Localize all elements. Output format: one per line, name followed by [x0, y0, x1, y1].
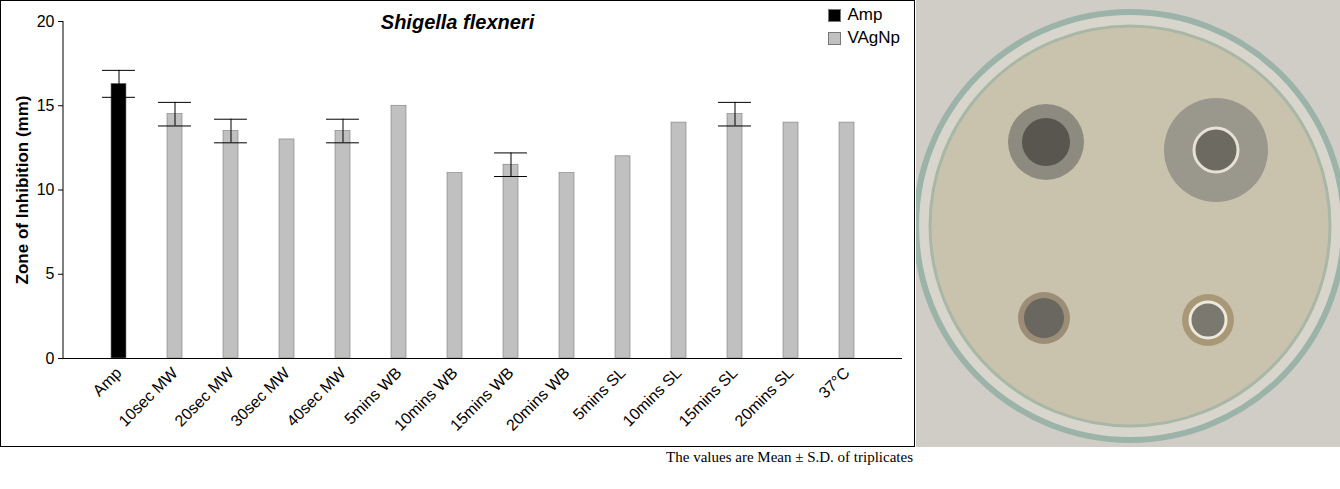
html-text:Shigella flexneri: Shigella flexneri	[380, 11, 535, 33]
svg-text:37°C: 37°C	[815, 364, 852, 401]
html-text:VAgNp: VAgNp	[847, 28, 900, 47]
svg-text:40sec MW: 40sec MW	[283, 363, 349, 429]
svg-text:20mins SL: 20mins SL	[731, 364, 797, 430]
svg-text:20mins WB: 20mins WB	[503, 364, 573, 434]
svg-text:20: 20	[37, 13, 55, 30]
svg-text:15mins WB: 15mins WB	[446, 364, 517, 434]
svg-text:10sec MW: 10sec MW	[115, 363, 181, 429]
svg-text:Zone of Inhibition (mm): Zone of Inhibition (mm)	[13, 96, 32, 285]
svg-text:20sec MW: 20sec MW	[171, 363, 237, 429]
html-text:Amp: Amp	[847, 5, 883, 24]
svg-text:15: 15	[37, 97, 55, 114]
svg-text:Amp: Amp	[89, 364, 124, 399]
svg-text:0: 0	[46, 350, 55, 367]
svg-text:5mins SL: 5mins SL	[570, 364, 629, 423]
svg-text:30sec MW: 30sec MW	[227, 363, 293, 429]
svg-text:10: 10	[37, 181, 55, 198]
html-text:The values are Mean ± S.D. of: The values are Mean ± S.D. of triplicate…	[666, 449, 913, 465]
svg-text:10mins SL: 10mins SL	[619, 364, 685, 430]
svg-text:15mins SL: 15mins SL	[675, 364, 741, 430]
svg-text:5mins WB: 5mins WB	[341, 364, 405, 428]
svg-text:10mins WB: 10mins WB	[390, 364, 461, 434]
svg-text:5: 5	[46, 265, 55, 282]
